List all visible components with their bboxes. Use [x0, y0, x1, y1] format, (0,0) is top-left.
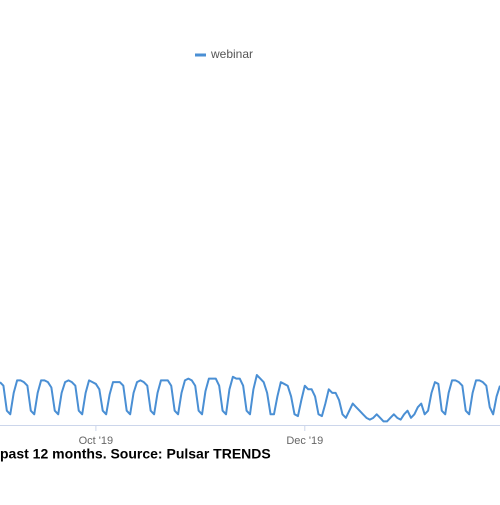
x-tick-label: Dec '19	[286, 435, 323, 447]
caption: past 12 months. Source: Pulsar TRENDS	[0, 446, 271, 462]
series-line	[0, 374, 500, 423]
legend-label[interactable]: webinar	[210, 47, 253, 61]
x-tick-label: Oct '19	[79, 435, 114, 447]
